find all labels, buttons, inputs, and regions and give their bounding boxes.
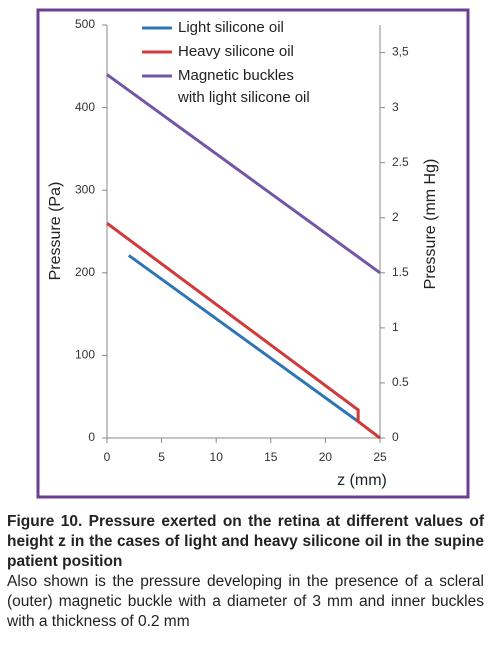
y-tick-label: 0: [88, 430, 95, 444]
frame: [36, 8, 470, 499]
y2-tick-label: 1: [392, 320, 399, 334]
y2-tick-label: 3,5: [392, 45, 409, 59]
legend-label: Heavy silicone oil: [178, 43, 294, 60]
y-tick-label: 200: [75, 265, 95, 279]
caption-text: Also shown is the pressure developing in…: [7, 573, 484, 630]
y2-tick-label: 1.5: [392, 265, 409, 279]
y-tick-label: 400: [75, 100, 95, 114]
y2-tick-label: 2.5: [392, 155, 409, 169]
caption: Figure 10. Pressure exerted on the retin…: [7, 512, 484, 632]
y2-label: Pressure (mm Hg): [422, 159, 439, 290]
y-label: Pressure (Pa): [47, 182, 64, 281]
caption-title: Figure 10. Pressure exerted on the retin…: [7, 513, 484, 570]
y2-tick-label: 2: [392, 210, 399, 224]
chart: Pressure (Pa) Pressure (mm Hg) z (mm) 0 1…: [36, 8, 470, 499]
legend-label: Magnetic buckles with light silicone oil: [177, 67, 310, 106]
y-tick-label: 300: [75, 182, 95, 196]
x-label: z (mm): [337, 472, 387, 489]
series-line: [106, 222, 381, 440]
legend-label: Light silicone oil: [178, 19, 284, 36]
legend: Light silicone oil Heavy silicone oil Magn…: [142, 19, 310, 106]
y2-tick-label: 0: [392, 430, 399, 444]
x-tick-label: 10: [210, 450, 224, 464]
x-tick-label: 0: [104, 450, 111, 464]
y2-tick-label: 3: [392, 100, 399, 114]
series-line: [127, 254, 360, 423]
x-tick-label: 20: [319, 450, 333, 464]
series-line: [106, 73, 381, 275]
x-tick-label: 15: [264, 450, 278, 464]
x-tick-label: 25: [373, 450, 387, 464]
y-tick-label: 500: [75, 17, 95, 31]
x-tick-label: 5: [158, 450, 165, 464]
y-tick-label: 100: [75, 348, 95, 362]
y2-tick-label: 0.5: [392, 375, 409, 389]
